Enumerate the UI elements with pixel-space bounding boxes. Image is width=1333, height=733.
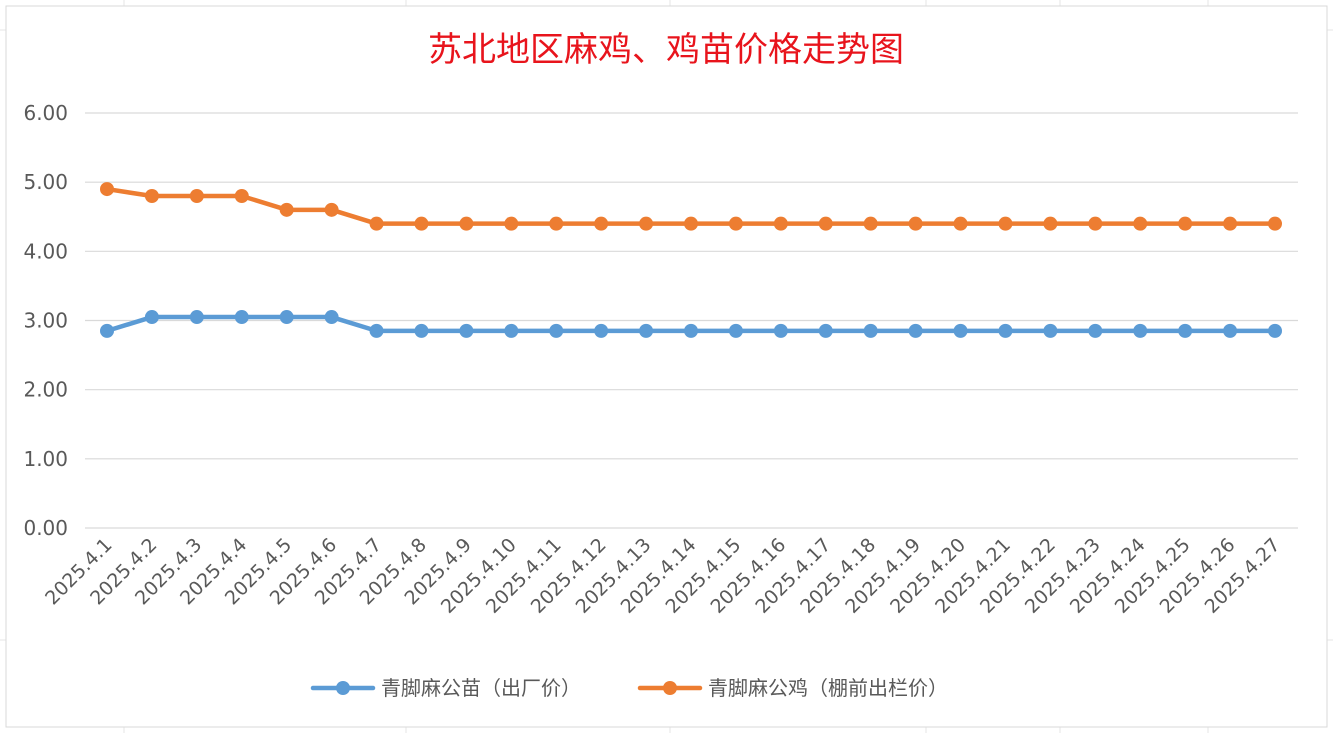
gridlines xyxy=(85,112,1298,529)
data-point xyxy=(100,323,114,338)
data-point xyxy=(1178,323,1193,338)
data-point xyxy=(1088,216,1103,231)
data-point xyxy=(639,216,654,231)
legend-entry: 青脚麻公鸡（棚前出栏价） xyxy=(637,676,948,700)
data-point xyxy=(998,323,1013,338)
chart-area-border xyxy=(5,5,1328,728)
data-point xyxy=(459,323,474,338)
data-point xyxy=(953,323,968,338)
data-point xyxy=(1133,323,1148,338)
y-tick-label: 1.00 xyxy=(23,447,68,471)
data-point xyxy=(504,216,519,231)
data-point xyxy=(998,216,1013,231)
data-point xyxy=(369,323,384,338)
data-point xyxy=(369,216,384,231)
legend-entry: 青脚麻公苗（出厂价） xyxy=(310,676,581,700)
legend: 青脚麻公苗（出厂价） 青脚麻公鸡（棚前出栏价） xyxy=(310,676,948,700)
data-point xyxy=(684,216,698,231)
legend-label: 青脚麻公苗（出厂价） xyxy=(381,676,581,700)
data-point xyxy=(1043,216,1058,231)
series-2 xyxy=(100,182,1282,231)
data-point xyxy=(459,216,474,231)
data-point xyxy=(279,202,294,217)
data-point xyxy=(1268,323,1282,338)
legend-label: 青脚麻公鸡（棚前出栏价） xyxy=(708,676,948,700)
data-point xyxy=(324,310,339,325)
data-point xyxy=(189,189,204,203)
data-point xyxy=(1133,216,1148,231)
data-point xyxy=(594,216,609,231)
data-point xyxy=(728,216,743,231)
y-tick-label: 4.00 xyxy=(23,239,68,263)
data-point xyxy=(818,323,833,338)
data-point xyxy=(908,216,923,231)
legend-marker xyxy=(663,681,677,695)
data-point xyxy=(144,310,159,325)
data-point xyxy=(549,216,564,231)
chart-title: 苏北地区麻鸡、鸡苗价格走势图 xyxy=(428,30,904,70)
data-point xyxy=(908,323,923,338)
data-point xyxy=(1223,216,1238,231)
data-point xyxy=(549,323,564,338)
data-point xyxy=(728,323,743,338)
data-point xyxy=(1223,323,1238,338)
data-point xyxy=(234,310,249,325)
data-point xyxy=(773,216,788,231)
y-tick-label: 5.00 xyxy=(23,170,68,194)
data-point xyxy=(1268,216,1282,231)
series-1 xyxy=(100,310,1282,338)
data-point xyxy=(504,323,519,338)
legend-marker xyxy=(336,681,350,695)
data-point xyxy=(863,216,878,231)
data-point xyxy=(863,323,878,338)
data-point xyxy=(594,323,609,338)
series-layer xyxy=(100,182,1282,338)
y-axis-ticks: 0.00 1.00 2.00 3.00 4.00 5.00 6.00 xyxy=(23,101,68,540)
data-point xyxy=(684,323,698,338)
data-point xyxy=(639,323,654,338)
y-tick-label: 6.00 xyxy=(23,101,68,125)
data-point xyxy=(414,216,429,231)
data-point xyxy=(189,310,204,325)
data-point xyxy=(1178,216,1193,231)
data-point xyxy=(818,216,833,231)
data-point xyxy=(1043,323,1058,338)
data-point xyxy=(100,182,114,197)
data-point xyxy=(279,310,294,325)
data-point xyxy=(234,189,249,203)
data-point xyxy=(953,216,968,231)
y-tick-label: 3.00 xyxy=(23,309,68,333)
data-point xyxy=(1088,323,1103,338)
data-point xyxy=(414,323,429,338)
data-point xyxy=(324,202,339,217)
y-tick-label: 0.00 xyxy=(23,516,68,540)
data-point xyxy=(773,323,788,338)
y-tick-label: 2.00 xyxy=(23,378,68,402)
data-point xyxy=(144,189,159,203)
